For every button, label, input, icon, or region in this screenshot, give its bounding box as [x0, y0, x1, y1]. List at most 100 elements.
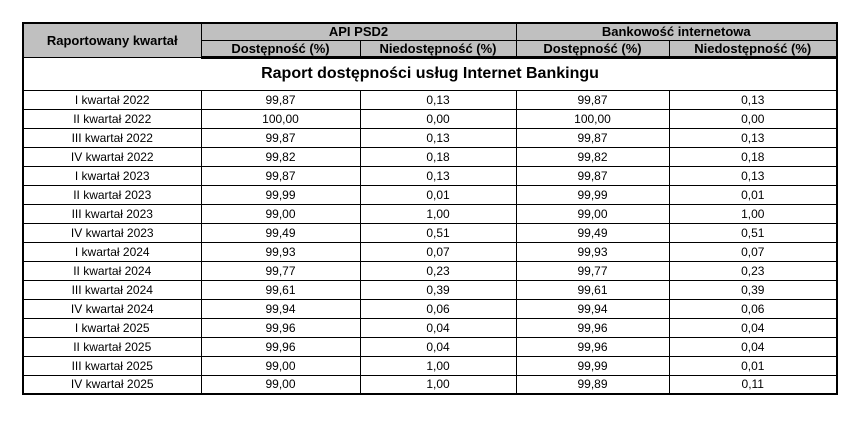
table-row: I kwartał 2024 99,93 0,07 99,93 0,07 [22, 241, 838, 262]
availability-table: Raport dostępności usług Internet Bankin… [22, 22, 838, 395]
value-cell: 0,06 [668, 298, 838, 319]
value-cell: 0,13 [359, 127, 517, 148]
table-row: III kwartał 2023 99,00 1,00 99,00 1,00 [22, 203, 838, 224]
table-row: IV kwartał 2022 99,82 0,18 99,82 0,18 [22, 146, 838, 167]
value-cell: 1,00 [359, 203, 517, 224]
quarter-cell: IV kwartał 2025 [22, 374, 202, 395]
value-cell: 0,01 [359, 184, 517, 205]
value-cell: 99,93 [200, 241, 361, 262]
quarter-cell: I kwartał 2025 [22, 317, 202, 338]
value-cell: 0,23 [359, 260, 517, 281]
value-cell: 100,00 [200, 108, 361, 129]
value-cell: 0,07 [359, 241, 517, 262]
value-cell: 99,00 [200, 203, 361, 224]
value-cell: 99,93 [515, 241, 670, 262]
availability-report: Raport dostępności usług Internet Bankin… [22, 22, 838, 395]
value-cell: 0,13 [668, 165, 838, 186]
table-row: II kwartał 2025 99,96 0,04 99,96 0,04 [22, 336, 838, 357]
value-cell: 99,87 [200, 89, 361, 110]
table-body: I kwartał 2022 99,87 0,13 99,87 0,13 II kwart… [22, 89, 838, 395]
value-cell: 1,00 [668, 203, 838, 224]
column-header-api-availability: Dostępność (%) [200, 39, 361, 59]
value-cell: 99,99 [515, 184, 670, 205]
value-cell: 99,00 [200, 374, 361, 395]
quarter-cell: II kwartał 2022 [22, 108, 202, 129]
value-cell: 99,94 [515, 298, 670, 319]
table-row: II kwartał 2024 99,77 0,23 99,77 0,23 [22, 260, 838, 281]
quarter-cell: I kwartał 2023 [22, 165, 202, 186]
value-cell: 0,13 [359, 165, 517, 186]
value-cell: 0,13 [668, 127, 838, 148]
value-cell: 99,87 [515, 89, 670, 110]
value-cell: 99,82 [200, 146, 361, 167]
value-cell: 0,00 [359, 108, 517, 129]
value-cell: 0,01 [668, 355, 838, 376]
value-cell: 99,87 [200, 127, 361, 148]
value-cell: 99,96 [200, 317, 361, 338]
value-cell: 0,04 [359, 317, 517, 338]
quarter-cell: II kwartał 2023 [22, 184, 202, 205]
value-cell: 100,00 [515, 108, 670, 129]
table-row: I kwartał 2023 99,87 0,13 99,87 0,13 [22, 165, 838, 186]
subheader-row: Dostępność (%) Niedostępność (%) Dostępn… [23, 39, 838, 59]
value-cell: 99,82 [515, 146, 670, 167]
column-header-quarter: Raportowany kwartał [22, 22, 202, 58]
group-header-row: Raportowany kwartał API PSD2 Bankowość i… [22, 22, 838, 58]
value-cell: 99,61 [200, 279, 361, 300]
value-cell: 0,18 [359, 146, 517, 167]
value-cell: 99,96 [200, 336, 361, 357]
value-cell: 1,00 [359, 355, 517, 376]
value-cell: 99,94 [200, 298, 361, 319]
value-cell: 99,99 [515, 355, 670, 376]
table-header: Raportowany kwartał API PSD2 Bankowość i… [22, 22, 838, 59]
quarter-cell: II kwartał 2024 [22, 260, 202, 281]
value-cell: 0,23 [668, 260, 838, 281]
value-cell: 99,77 [515, 260, 670, 281]
quarter-cell: IV kwartał 2023 [22, 222, 202, 243]
title-row: Raport dostępności usług Internet Bankin… [22, 56, 838, 91]
value-cell: 99,49 [200, 222, 361, 243]
title-section: Raport dostępności usług Internet Bankin… [22, 56, 838, 91]
value-cell: 0,04 [359, 336, 517, 357]
value-cell: 0,13 [359, 89, 517, 110]
value-cell: 99,00 [200, 355, 361, 376]
value-cell: 99,99 [200, 184, 361, 205]
quarter-cell: I kwartał 2024 [22, 241, 202, 262]
table-row: III kwartał 2022 99,87 0,13 99,87 0,13 [22, 127, 838, 148]
table-row: III kwartał 2024 99,61 0,39 99,61 0,39 [22, 279, 838, 300]
table-row: III kwartał 2025 99,00 1,00 99,99 0,01 [22, 355, 838, 376]
quarter-cell: III kwartał 2023 [22, 203, 202, 224]
value-cell: 99,00 [515, 203, 670, 224]
value-cell: 99,96 [515, 336, 670, 357]
table-row: IV kwartał 2025 99,00 1,00 99,89 0,11 [22, 374, 838, 395]
quarter-cell: II kwartał 2025 [22, 336, 202, 357]
value-cell: 99,87 [200, 165, 361, 186]
value-cell: 99,89 [515, 374, 670, 395]
value-cell: 0,11 [668, 374, 838, 395]
value-cell: 99,87 [515, 165, 670, 186]
quarter-cell: IV kwartał 2024 [22, 298, 202, 319]
column-header-api-unavailability: Niedostępność (%) [359, 39, 517, 59]
value-cell: 0,51 [359, 222, 517, 243]
table-row: II kwartał 2023 99,99 0,01 99,99 0,01 [22, 184, 838, 205]
report-title: Raport dostępności usług Internet Bankin… [22, 56, 838, 91]
column-header-ib-unavailability: Niedostępność (%) [668, 39, 838, 59]
value-cell: 99,61 [515, 279, 670, 300]
group-header-internet-banking: Bankowość internetowa [515, 22, 838, 41]
value-cell: 0,51 [668, 222, 838, 243]
column-header-ib-availability: Dostępność (%) [515, 39, 670, 59]
value-cell: 1,00 [359, 374, 517, 395]
table-row: IV kwartał 2023 99,49 0,51 99,49 0,51 [22, 222, 838, 243]
value-cell: 99,96 [515, 317, 670, 338]
value-cell: 0,18 [668, 146, 838, 167]
value-cell: 0,00 [668, 108, 838, 129]
quarter-cell: I kwartał 2022 [22, 89, 202, 110]
table-row: I kwartał 2025 99,96 0,04 99,96 0,04 [22, 317, 838, 338]
quarter-cell: III kwartał 2024 [22, 279, 202, 300]
group-header-api-psd2: API PSD2 [200, 22, 517, 41]
quarter-cell: IV kwartał 2022 [22, 146, 202, 167]
value-cell: 0,13 [668, 89, 838, 110]
value-cell: 0,06 [359, 298, 517, 319]
table-row: I kwartał 2022 99,87 0,13 99,87 0,13 [22, 89, 838, 110]
table-row: II kwartał 2022 100,00 0,00 100,00 0,00 [22, 108, 838, 129]
